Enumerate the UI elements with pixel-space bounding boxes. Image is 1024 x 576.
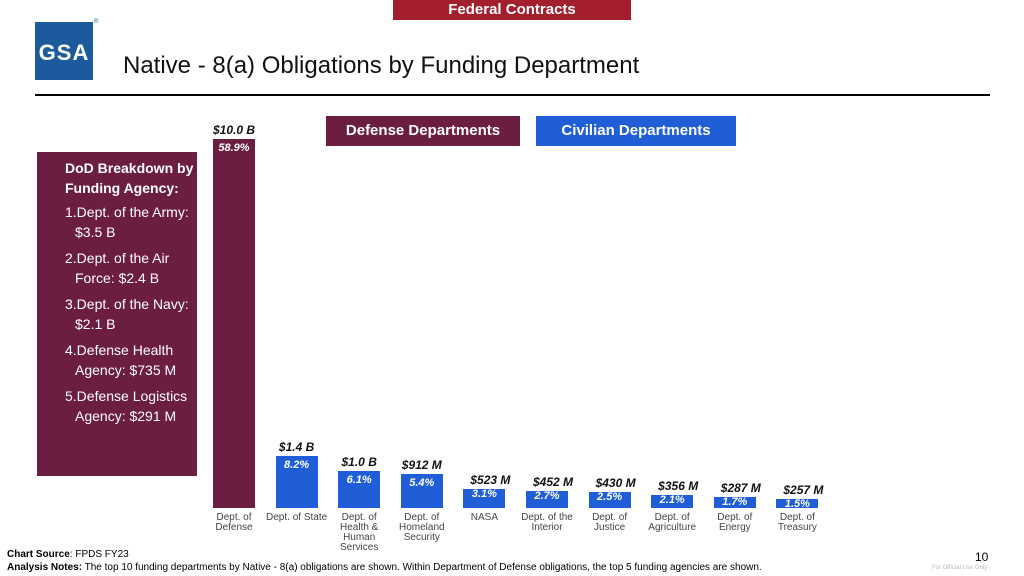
bar xyxy=(713,497,756,508)
legend-civilian: Civilian Departments xyxy=(536,116,736,146)
value-label: $1.0 B xyxy=(341,455,377,470)
section-banner: Federal Contracts xyxy=(393,0,631,20)
dod-item: 4.Defense Health Agency: $735 M xyxy=(65,342,177,378)
registered-mark-icon: ® xyxy=(94,19,99,25)
dod-item: 3.Dept. of the Navy: $2.1 B xyxy=(65,296,189,332)
source-label: Chart Source xyxy=(7,549,70,560)
bar xyxy=(463,488,506,508)
percent-label: 3.1% xyxy=(471,487,497,500)
dod-item: 5.Defense Logistics Agency: $291 M xyxy=(65,388,188,424)
category-label: NASA xyxy=(470,512,498,523)
bar xyxy=(400,474,443,508)
percent-label: 2.7% xyxy=(534,490,560,503)
percent-label: 58.9% xyxy=(218,142,250,154)
percent-label: 5.4% xyxy=(409,477,435,490)
value-label: $912 M xyxy=(401,458,442,473)
page-number: 10 xyxy=(975,550,989,564)
category-label: Dept. of State xyxy=(266,512,328,523)
bar xyxy=(526,491,568,508)
page-title: Native - 8(a) Obligations by Funding Dep… xyxy=(123,52,640,79)
value-label: $287 M xyxy=(720,481,761,496)
value-label: $452 M xyxy=(532,475,574,490)
notes-text: The top 10 funding departments by Native… xyxy=(82,562,762,573)
bar xyxy=(651,494,694,508)
category-label: Dept. of Homeland Security xyxy=(399,512,445,543)
dod-breakdown-box: DoD Breakdown by Funding Agency: 1.Dept.… xyxy=(37,152,197,476)
category-label: Dept. of the Interior xyxy=(521,512,573,533)
chart-source: Chart Source: FPDS FY23 xyxy=(7,549,129,560)
bar xyxy=(338,471,381,508)
dod-item: 1.Dept. of the Army: $3.5 B xyxy=(65,204,189,240)
category-label: Dept. of Energy xyxy=(717,512,753,533)
category-label: Dept. of Treasury xyxy=(777,512,817,533)
divider xyxy=(35,94,990,96)
value-label: $257 M xyxy=(783,482,824,497)
dod-item: 2.Dept. of the Air Force: $2.4 B xyxy=(65,250,170,286)
bar xyxy=(588,492,631,508)
percent-label: 1.5% xyxy=(784,497,810,510)
bar xyxy=(213,139,255,508)
dod-breakdown-heading: DoD Breakdown by Funding Agency: xyxy=(65,160,194,196)
analysis-notes: Analysis Notes: The top 10 funding depar… xyxy=(7,562,762,573)
value-label: $523 M xyxy=(470,472,511,487)
source-text: : FPDS FY23 xyxy=(69,549,129,560)
percent-label: 1.7% xyxy=(722,496,748,509)
category-label: Dept. of Justice xyxy=(592,512,628,533)
category-label: Dept. of Health & Human Services xyxy=(340,512,379,553)
value-label: $430 M xyxy=(595,476,636,491)
value-label: $1.4 B xyxy=(278,440,315,455)
percent-label: 2.1% xyxy=(659,493,685,506)
gsa-logo: GSA xyxy=(35,22,93,80)
bar xyxy=(776,498,819,508)
percent-label: 8.2% xyxy=(284,459,310,472)
category-label: Dept. of Agriculture xyxy=(648,512,697,533)
notes-label: Analysis Notes: xyxy=(7,562,83,573)
legend-defense: Defense Departments xyxy=(326,116,520,146)
value-label: $10.0 B xyxy=(212,123,256,137)
percent-label: 2.5% xyxy=(597,491,623,504)
marking: For Official Use Only xyxy=(932,565,988,571)
bar xyxy=(275,456,318,508)
value-label: $356 M xyxy=(658,478,699,493)
percent-label: 6.1% xyxy=(346,474,372,487)
category-label: Dept. of Defense xyxy=(215,512,253,533)
